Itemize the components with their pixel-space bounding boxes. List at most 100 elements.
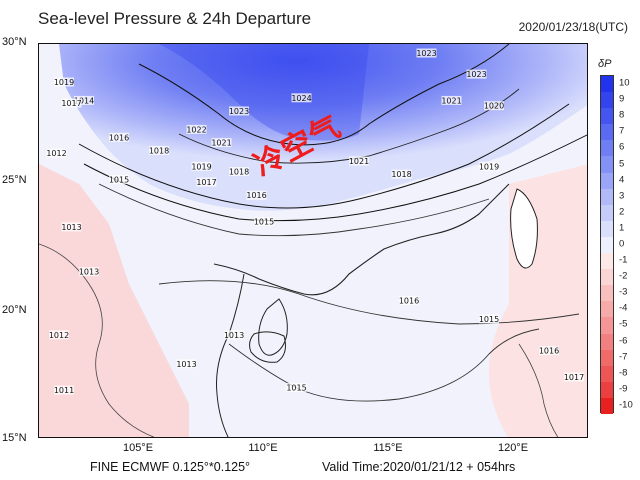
legend-tick-label: -10 <box>619 399 633 411</box>
coastline-hainan <box>249 331 286 363</box>
isobar-label-bg <box>79 267 99 277</box>
isobar-label-bg <box>291 93 312 103</box>
isobar-label: 1016 <box>246 191 266 200</box>
isobar-label: 1021 <box>441 96 461 105</box>
isobar-label: 1012 <box>46 149 66 158</box>
lon-label-120e: 120°E <box>497 442 529 454</box>
isobar-label: 1023 <box>416 49 436 58</box>
legend-swatch <box>601 301 613 318</box>
coastline-taiwan <box>510 188 538 269</box>
isobar-label-bg <box>211 138 232 148</box>
isobar-label-bg <box>46 148 67 158</box>
legend-tick-label: -5 <box>619 318 628 330</box>
isobar-label-bg <box>254 217 274 227</box>
isobar-label-bg <box>286 382 307 392</box>
isobar-label-bg <box>61 222 82 232</box>
isobar-label-bg <box>191 161 212 171</box>
legend-tick-label: 6 <box>619 141 625 153</box>
isobar-label: 1019 <box>479 162 499 171</box>
isobar-label: 1023 <box>466 70 486 79</box>
isobar-front-2 <box>83 134 587 222</box>
isobar-1015 <box>228 328 540 402</box>
legend-swatch <box>601 333 613 350</box>
legend-swatch <box>601 317 613 334</box>
isobar-label: 1018 <box>229 168 249 177</box>
isobar-label: 1018 <box>391 170 411 179</box>
isobar-label-bg <box>224 330 244 340</box>
pressure-map: 1023 1023 1024 1023 1022 1021 1021 1020 1019 1016… <box>39 44 587 437</box>
isobar-label: 1016 <box>539 347 559 356</box>
isobar-label-bg <box>109 132 129 142</box>
isobar-label: 1022 <box>186 125 206 134</box>
isobar-label: 1016 <box>109 133 129 142</box>
legend-tick-label: 9 <box>619 93 625 105</box>
isobar-label: 1018 <box>149 146 169 155</box>
isobar-label: 1021 <box>349 157 369 166</box>
legend-tick-label: 8 <box>619 109 625 121</box>
lat-label-20n: 20°N <box>2 304 27 316</box>
isobar-label-bg <box>416 48 437 58</box>
lon-label-110e: 110°E <box>248 442 278 454</box>
isobar-label: 1015 <box>109 175 129 184</box>
lon-label-105e: 105°E <box>122 442 154 454</box>
isobar-front-3 <box>98 183 490 237</box>
legend-swatch <box>601 172 613 189</box>
chart-timestamp: 2020/01/23/18(UTC) <box>518 20 628 34</box>
legend-tick-label: 3 <box>619 190 625 202</box>
isobar-label-bg <box>441 95 462 105</box>
isobar-label-bg <box>564 372 584 382</box>
isobar-label: 1013 <box>224 331 244 340</box>
legend-tick-label: 2 <box>619 206 625 218</box>
isobar-label-bg <box>74 95 94 105</box>
isobar-label-bg <box>246 190 267 200</box>
legend-tick-label: 0 <box>619 238 625 250</box>
legend-swatch <box>601 188 613 205</box>
legend-tick-label: -6 <box>619 335 628 347</box>
isobar-label: 1013 <box>61 223 81 232</box>
isobar-label: 1017 <box>61 99 81 108</box>
isobar-label-bg <box>54 385 74 395</box>
isobar-label-bg <box>391 169 412 179</box>
legend-swatch <box>601 253 613 270</box>
legend-tick-label: -9 <box>619 383 628 395</box>
isobar-1016 <box>158 280 580 325</box>
isobar-label-bg <box>479 314 499 324</box>
isobar-label-bg <box>49 330 69 340</box>
legend-swatch <box>601 140 613 157</box>
lon-label-115e: 115°E <box>373 442 403 454</box>
isobar-label-bg <box>61 98 82 108</box>
isobar-label-bg <box>149 145 169 155</box>
isobar-label: 1015 <box>286 383 306 392</box>
coastline-leizhou-hainan <box>258 298 288 356</box>
lat-label-30n: 30°N <box>2 36 27 48</box>
isobar-1016-east <box>518 343 559 437</box>
legend-tick-label: 1 <box>619 222 625 234</box>
legend-swatch <box>601 349 613 366</box>
isobar-label: 1023 <box>229 107 249 116</box>
isobar-label-bg <box>196 177 217 187</box>
coastline-south-china <box>213 183 510 296</box>
isobar-label-bg <box>229 106 249 116</box>
isobar-label: 1015 <box>254 218 274 227</box>
legend-tick-label: -8 <box>619 367 628 379</box>
map-panel[interactable]: 1023 1023 1024 1023 1022 1021 1021 1020 1019 1016… <box>38 43 588 438</box>
legend-swatch <box>601 156 613 173</box>
legend-tick-label: 4 <box>619 174 625 186</box>
isobar-label-bg <box>54 77 74 87</box>
legend-swatch <box>601 92 613 109</box>
isobar-label-group: 1023 1023 1024 1023 1022 1021 1021 1020 1019 1016… <box>46 48 584 395</box>
legend-tick-label: -2 <box>619 270 628 282</box>
legend-swatch <box>601 236 613 254</box>
legend-swatch <box>601 220 613 237</box>
legend-swatch <box>601 285 613 302</box>
legend-tick-label: 7 <box>619 125 625 137</box>
cold-core <box>69 44 369 141</box>
isobar-label-bg <box>539 346 559 356</box>
legend-tick-label: -4 <box>619 302 628 314</box>
isobar-label: 1013 <box>79 268 99 277</box>
legend-swatch <box>601 204 613 221</box>
lat-label-15n: 15°N <box>2 432 27 444</box>
legend-tick-label: 10 <box>619 77 630 89</box>
isobar-label: 1021 <box>211 139 231 148</box>
isobar-label: 1012 <box>49 331 69 340</box>
